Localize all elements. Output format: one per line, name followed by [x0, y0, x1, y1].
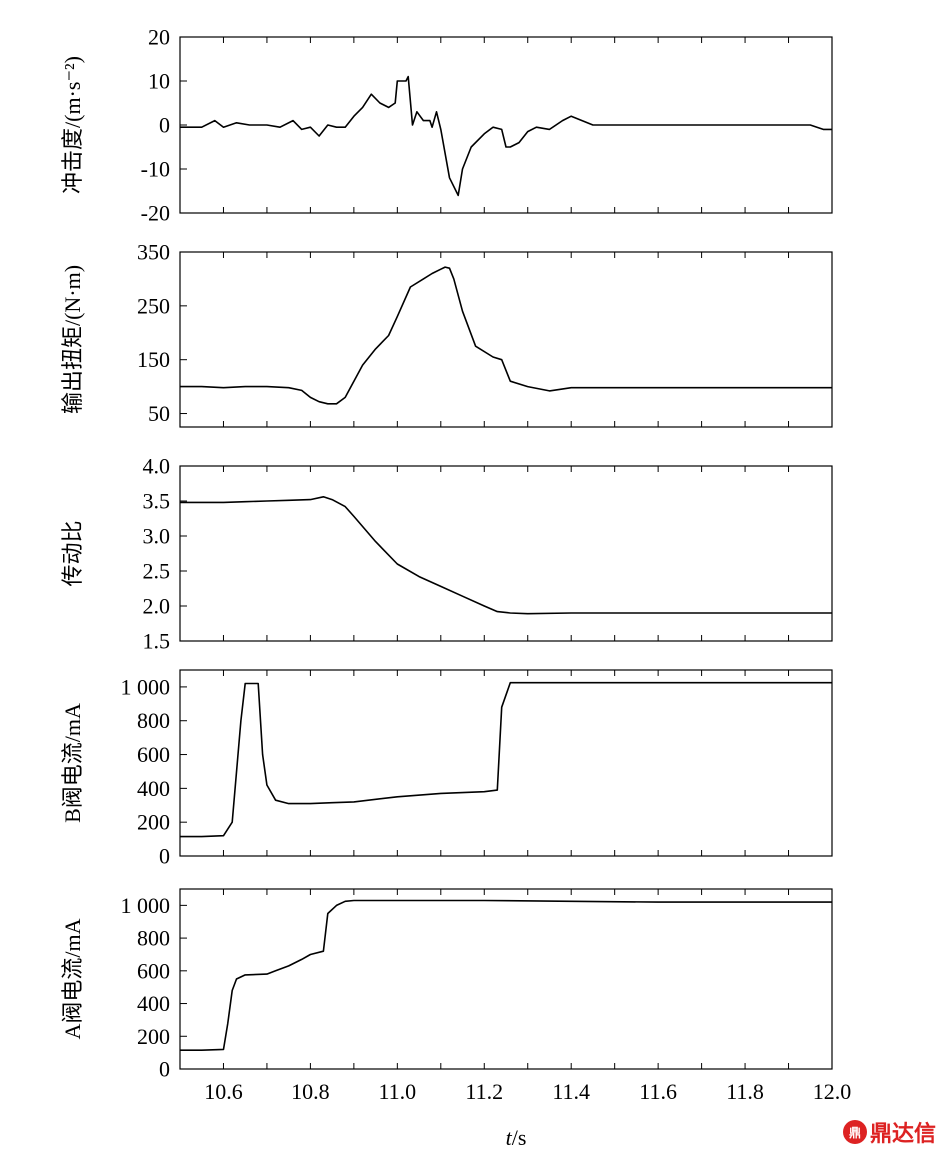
y-tick-label: 3.5 [143, 489, 171, 514]
y-tick-label: 800 [137, 926, 170, 951]
plot-frame-2 [179, 251, 833, 428]
y-tick-label: 2.0 [143, 594, 171, 619]
series-line-3 [180, 495, 832, 615]
watermark-text: 鼎达信 [869, 1122, 936, 1147]
watermark: 鼎 鼎达信 [842, 1116, 936, 1148]
series-line-5 [180, 899, 832, 1051]
y-tick-label: 0 [159, 844, 170, 869]
y-axis-label: B阀电流/mA [60, 703, 85, 823]
series-line-2 [180, 266, 832, 405]
y-tick-label: 3.0 [143, 524, 171, 549]
y-tick-label: 400 [137, 991, 170, 1016]
y-tick-label: 200 [137, 810, 170, 835]
y-tick-label: 10 [148, 69, 170, 94]
x-tick-label: 11.4 [552, 1079, 590, 1104]
y-tick-label: -20 [141, 201, 170, 226]
y-tick-label: 200 [137, 1024, 170, 1049]
plot-frame-5 [179, 888, 833, 1070]
y-tick-label: 250 [137, 293, 170, 318]
series-line-4 [180, 681, 832, 838]
y-tick-label: 400 [137, 776, 170, 801]
y-tick-label: 600 [137, 958, 170, 983]
y-tick-label: 4.0 [143, 454, 171, 479]
x-tick-label: 11.6 [639, 1079, 677, 1104]
y-tick-label: 600 [137, 742, 170, 767]
y-tick-label: 20 [148, 25, 170, 50]
y-tick-label: 800 [137, 708, 170, 733]
y-tick-label: 0 [159, 113, 170, 138]
y-tick-label: 0 [159, 1057, 170, 1082]
y-axis-label: 输出扭矩/(N·m) [60, 265, 85, 414]
x-tick-label: 11.2 [465, 1079, 503, 1104]
x-tick-label: 12.0 [813, 1079, 852, 1104]
y-tick-label: 150 [137, 347, 170, 372]
y-tick-label: 1.5 [143, 629, 171, 654]
x-axis-label: t/s [506, 1125, 527, 1150]
watermark-logo-icon: 鼎 [842, 1120, 867, 1144]
y-tick-label: 2.5 [143, 559, 171, 584]
x-tick-label: 11.0 [378, 1079, 416, 1104]
y-tick-label: 1 000 [121, 893, 171, 918]
y-tick-label: -10 [141, 157, 170, 182]
plot-frame-4 [179, 669, 833, 857]
y-axis-label: A阀电流/mA [60, 918, 85, 1039]
y-axis-label: 传动比 [60, 520, 85, 586]
x-tick-label: 10.8 [291, 1079, 330, 1104]
y-tick-label: 50 [148, 401, 170, 426]
x-tick-label: 11.8 [726, 1079, 764, 1104]
x-tick-label: 10.6 [204, 1079, 243, 1104]
y-tick-label: 350 [137, 240, 170, 265]
series-line-1 [180, 75, 832, 197]
y-axis-label: 冲击度/(m·s⁻²) [60, 56, 85, 194]
y-tick-label: 1 000 [121, 674, 171, 699]
plot-frame-3 [179, 465, 833, 642]
